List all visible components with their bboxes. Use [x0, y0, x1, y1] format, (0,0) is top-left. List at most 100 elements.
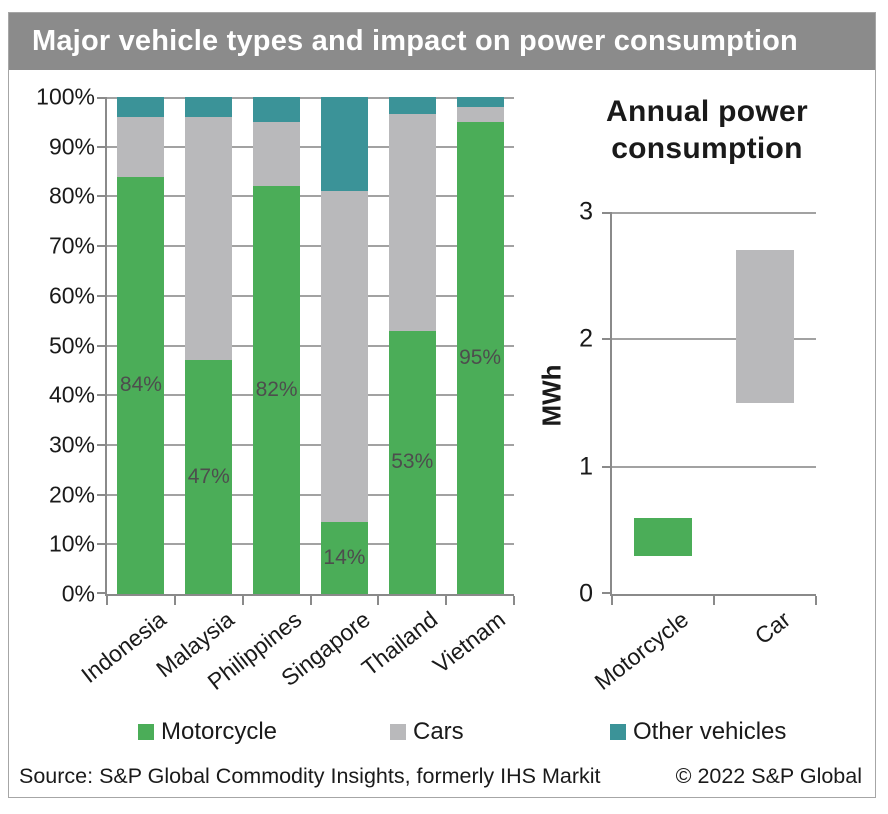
bar-segment-indonesia-cars	[117, 116, 165, 177]
y-axis-tick	[97, 543, 107, 546]
bar-segment-singapore-cars	[320, 191, 368, 522]
y-tick-label: 2	[579, 324, 593, 353]
y-tick-label: 1	[579, 452, 593, 481]
y-tick-label: 3	[579, 197, 593, 226]
gridline	[107, 195, 514, 198]
source-note: Source: S&P Global Commodity Insights, f…	[19, 763, 601, 788]
y-axis-tick	[97, 294, 107, 297]
left-chart-y-axis-labels: 100% 90% 80% 70% 60% 50% 40% 30% 20% 10% 0%	[9, 84, 95, 607]
gridline	[612, 465, 816, 468]
bar-segment-malaysia-motorcycle	[185, 360, 233, 594]
y-tick-label: 60%	[48, 282, 95, 309]
y-tick-label: 30%	[48, 431, 95, 458]
bar-segment-singapore-motorcycle	[320, 521, 368, 594]
legend-item-motorcycle: Motorcycle	[138, 717, 277, 747]
y-axis-tick	[97, 443, 107, 446]
stacked-bar-chart-plot: 84% Indonesia 47% Malaysia 82% Philippines 14%…	[76, 97, 515, 695]
gridline	[107, 543, 514, 546]
bar-segment-malaysia-cars	[185, 116, 233, 361]
other-vehicles-swatch-icon	[610, 724, 626, 740]
figure-frame: Major vehicle types and impact on power …	[8, 12, 876, 798]
y-axis-tick	[97, 344, 107, 347]
bar-segment-thailand-motorcycle	[388, 330, 436, 594]
bar-segment-indonesia-other_vehicles	[117, 97, 165, 117]
legend-label: Motorcycle	[161, 718, 278, 745]
gridline	[107, 443, 514, 446]
bar-segment-vietnam-cars	[456, 106, 504, 122]
y-axis-tick	[97, 145, 107, 148]
y-tick-label: 0	[579, 579, 593, 608]
y-tick-label: 100%	[36, 83, 95, 110]
legend-label: Cars	[413, 718, 464, 745]
gridline	[107, 97, 514, 99]
bar-value-label: 84%	[119, 373, 162, 397]
gridline	[107, 145, 514, 148]
bar-segment-philippines-motorcycle	[253, 186, 301, 594]
x-axis-tick	[241, 596, 244, 605]
x-tick-label: Car	[749, 606, 796, 650]
right-chart-title: Annual power consumption	[606, 95, 808, 165]
motorcycle-swatch-icon	[138, 724, 154, 740]
x-tick-label: Thailand	[356, 606, 443, 681]
bar-segment-malaysia-other_vehicles	[185, 97, 233, 117]
footer: Source: S&P Global Commodity Insights, f…	[19, 761, 862, 791]
bar-value-label: 14%	[323, 545, 366, 569]
y-axis-tick	[602, 465, 612, 468]
x-tick-label: Indonesia	[76, 606, 171, 688]
y-tick-label: 70%	[48, 232, 95, 259]
y-tick-label: 40%	[48, 381, 95, 408]
x-axis-tick	[173, 596, 176, 605]
right-chart-y-axis-labels: 3 2 1 0	[559, 198, 599, 608]
y-axis-tick	[97, 97, 107, 99]
x-axis-tick	[445, 596, 448, 605]
gridline	[107, 344, 514, 347]
bar-segment-indonesia-motorcycle	[117, 176, 165, 594]
y-tick-label: 0%	[61, 580, 95, 607]
cars-swatch-icon	[390, 724, 406, 740]
bar-segment-vietnam-motorcycle	[456, 121, 504, 594]
range-bar-car	[736, 250, 794, 403]
gridline	[107, 394, 514, 397]
y-tick-label: 90%	[48, 133, 95, 160]
x-axis-tick	[106, 596, 108, 605]
gridline	[107, 493, 514, 496]
x-axis-tick	[815, 596, 817, 605]
range-bar-chart-plot: Motorcycle Car	[589, 212, 817, 695]
y-axis-tick	[97, 195, 107, 198]
y-tick-label: 80%	[48, 182, 95, 209]
bar-segment-philippines-other_vehicles	[253, 97, 301, 122]
page-title: Major vehicle types and impact on power …	[32, 25, 798, 57]
copyright-note: © 2022 S&P Global	[675, 763, 862, 788]
bar-value-label: 82%	[255, 378, 298, 402]
y-tick-label: 20%	[48, 481, 95, 508]
x-axis-tick	[309, 596, 312, 605]
legend: Motorcycle Cars Other vehicles	[9, 717, 875, 747]
range-bar-motorcycle	[634, 517, 692, 556]
bar-segment-singapore-other_vehicles	[320, 97, 368, 192]
bar-value-label: 95%	[459, 345, 502, 369]
x-axis-tick	[713, 596, 715, 605]
bar-segment-thailand-cars	[388, 114, 436, 331]
y-axis-tick	[97, 245, 107, 248]
gridline	[107, 245, 514, 248]
y-axis-tick	[97, 493, 107, 496]
bar-segment-thailand-other_vehicles	[388, 97, 436, 115]
legend-label: Other vehicles	[633, 718, 787, 745]
y-axis-tick	[97, 592, 107, 594]
y-axis-tick	[602, 592, 612, 594]
y-axis-tick	[602, 212, 612, 214]
gridline	[612, 212, 816, 214]
y-tick-label: 50%	[48, 332, 95, 358]
y-tick-label: 10%	[48, 530, 95, 557]
x-axis-tick	[377, 596, 380, 605]
x-axis-tick	[611, 596, 613, 605]
bar-value-label: 47%	[187, 465, 230, 489]
bar-segment-vietnam-other_vehicles	[456, 97, 504, 107]
y-axis-tick	[97, 394, 107, 397]
legend-item-other-vehicles: Other vehicles	[610, 717, 786, 747]
y-axis-tick	[602, 338, 612, 341]
x-tick-label: Motorcycle	[589, 606, 694, 695]
bar-value-label: 53%	[391, 450, 434, 474]
legend-item-cars: Cars	[390, 717, 464, 747]
x-axis-tick	[513, 596, 515, 605]
